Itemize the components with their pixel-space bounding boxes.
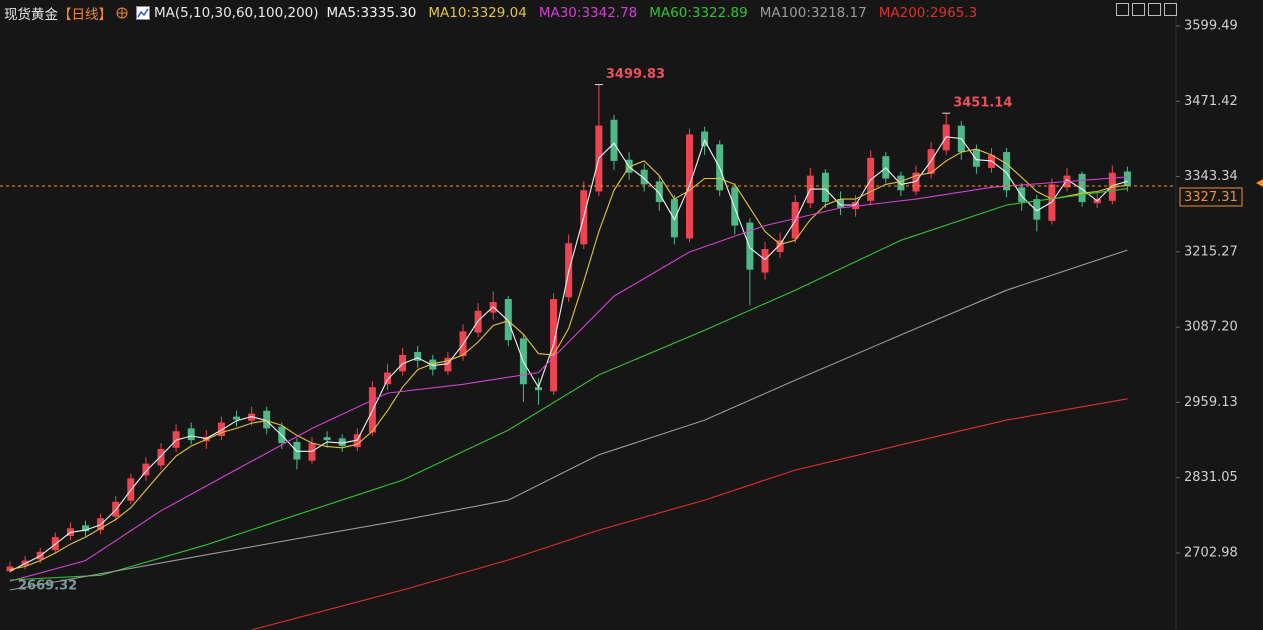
- tool-zoom[interactable]: [1132, 3, 1145, 16]
- candle-body: [1018, 187, 1026, 203]
- high-annotation: 3499.83: [606, 67, 665, 82]
- candle-body: [187, 428, 195, 441]
- ma-readouts: MA5:3335.30 MA10:3329.04 MA30:3342.78 MA60:…: [327, 5, 978, 21]
- last-price-box: [1179, 187, 1243, 207]
- y-tick-label: 3087.20: [1184, 320, 1238, 335]
- candle-body: [323, 437, 331, 441]
- last-price-label: 3327.31: [1184, 190, 1238, 205]
- ma-params: MA(5,10,30,60,100,200): [154, 5, 319, 21]
- instrument-name: 现货黄金: [4, 7, 58, 23]
- candle-body: [640, 169, 648, 185]
- legend-entry: MA30:3342.78: [538, 5, 638, 21]
- ma-line: [9, 136, 1128, 572]
- tool-settings[interactable]: [1164, 3, 1177, 16]
- candle-body: [233, 416, 240, 420]
- candle-body: [776, 240, 784, 253]
- candle-body: [837, 199, 844, 208]
- candle-body: [670, 199, 678, 238]
- ma-line: [9, 148, 1128, 571]
- ma-line: [251, 398, 1128, 630]
- candle-body: [1078, 173, 1086, 203]
- candle-body: [1033, 199, 1041, 220]
- chart-header: 现货黄金 【日线】 MA(5,10,30,60,100,200) MA5:333…: [4, 3, 977, 23]
- tool-crosshair[interactable]: [1116, 3, 1129, 16]
- y-tick-label: 3215.27: [1184, 244, 1238, 259]
- candle-body: [353, 434, 361, 448]
- candle-body: [1003, 152, 1011, 191]
- candle-body: [821, 172, 829, 203]
- y-tick-label: 2831.05: [1184, 470, 1238, 485]
- tool-play[interactable]: [1148, 3, 1161, 16]
- legend-entry: MA5:3335.30: [326, 5, 417, 21]
- candle-body: [157, 448, 165, 466]
- ma-line: [9, 249, 1128, 591]
- y-tick-label: 3343.34: [1184, 169, 1238, 184]
- candle-body: [338, 438, 346, 447]
- add-icon[interactable]: [116, 7, 128, 19]
- y-tick-label: 2702.98: [1184, 546, 1238, 561]
- y-tick-label: 3471.42: [1184, 94, 1238, 109]
- high-annotation: 3451.14: [953, 96, 1012, 111]
- legend-entry: MA200:2965.3: [878, 5, 978, 21]
- candle-body: [852, 202, 860, 210]
- candle-body: [972, 149, 980, 167]
- candle-body: [308, 443, 316, 461]
- candle-body: [414, 351, 422, 361]
- legend-entry: MA100:3218.17: [759, 5, 867, 21]
- candle-body: [535, 387, 542, 391]
- candle-body: [761, 249, 769, 273]
- candle-body: [217, 422, 225, 437]
- ma-line: [9, 188, 1128, 581]
- candle-body: [263, 410, 271, 429]
- candle-body: [384, 372, 391, 385]
- candle-body: [142, 463, 150, 476]
- candle-body: [248, 413, 256, 421]
- period-label: 【日线】: [58, 7, 112, 23]
- candle-body: [1123, 171, 1131, 187]
- toolbar: [1116, 3, 1177, 16]
- candle-body: [746, 222, 754, 270]
- indicator-icon[interactable]: [136, 6, 150, 20]
- candle-body: [504, 299, 512, 341]
- candle-body: [897, 175, 905, 191]
- last-price-arrow: [1256, 178, 1263, 187]
- candle-body: [82, 525, 89, 532]
- candle-body: [655, 181, 663, 203]
- y-tick-label: 2959.13: [1184, 395, 1238, 410]
- candle-body: [429, 359, 437, 370]
- legend-entry: MA10:3329.04: [428, 5, 527, 21]
- y-tick-label: 3599.49: [1184, 18, 1238, 33]
- candle-body: [6, 566, 14, 572]
- candle-body: [444, 357, 452, 372]
- low-annotation: 2669.32: [18, 578, 77, 593]
- candle-body: [701, 131, 709, 147]
- ma-line: [9, 176, 1128, 582]
- legend-entry: MA60:3322.89: [649, 5, 748, 21]
- candle-body: [610, 119, 618, 161]
